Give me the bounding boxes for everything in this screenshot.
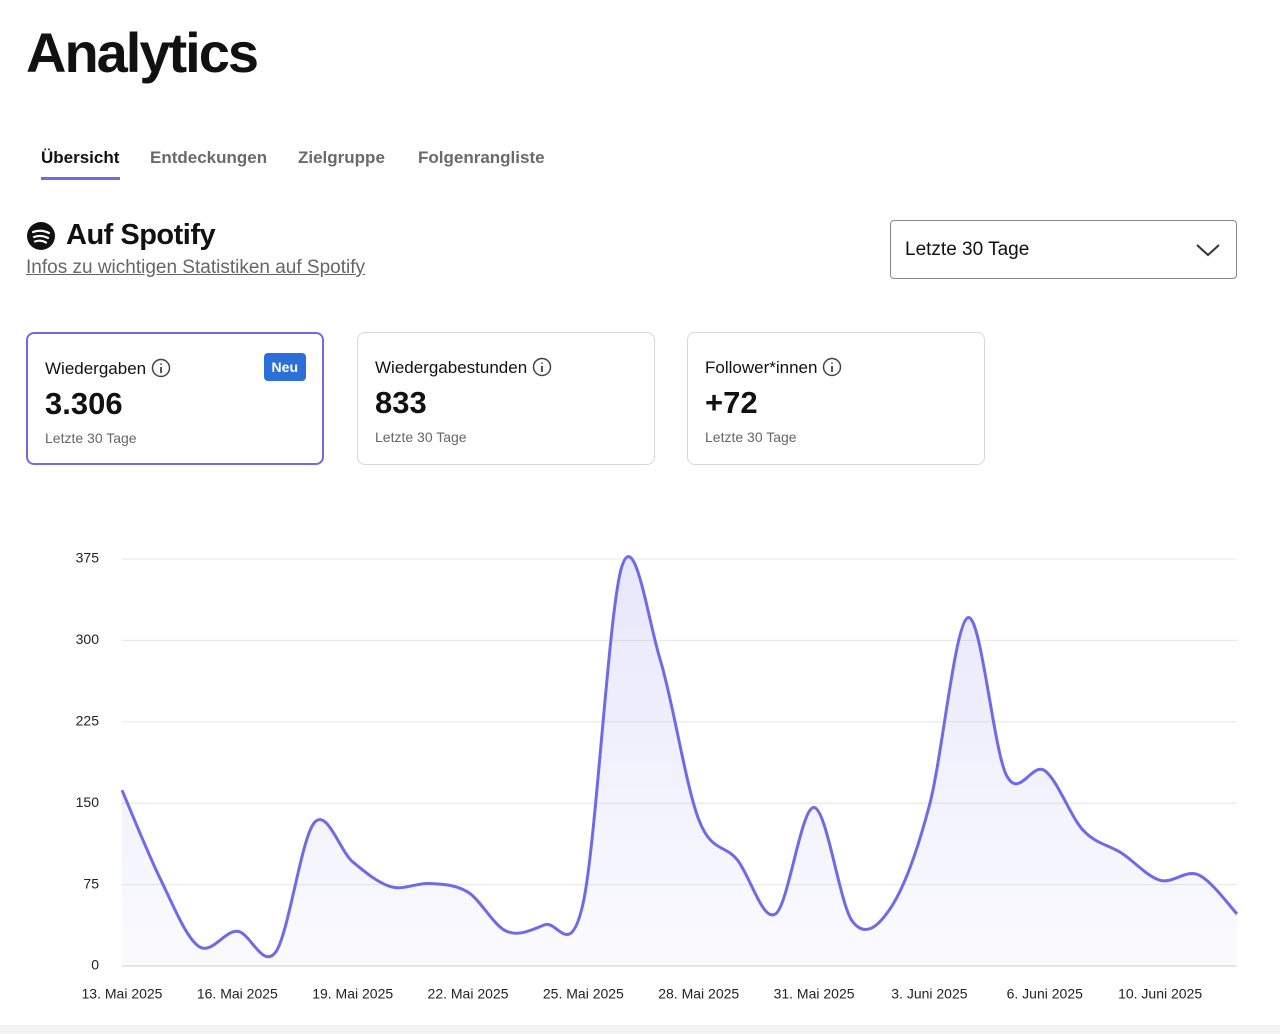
info-icon [151, 358, 171, 378]
tab[interactable]: Entdeckungen [150, 148, 268, 167]
info-icon [532, 357, 552, 377]
card-label-text: Follower*innen [705, 358, 818, 377]
metric-card[interactable]: Follower*innen +72 Letzte 30 Tage [687, 332, 985, 465]
metric-card[interactable]: Wiedergaben Neu 3.306 Letzte 30 Tage [26, 332, 324, 465]
tab[interactable]: Folgenrangliste [418, 148, 545, 167]
y-tick-label: 225 [76, 713, 100, 729]
x-tick-label: 19. Mai 2025 [312, 986, 393, 1002]
area [122, 556, 1237, 966]
chart: 0 75 150 225 300 375 13. Mai 2025 16. Mai 2025 1… [76, 550, 1239, 1002]
spotify-icon [27, 222, 55, 250]
tab-underline [41, 177, 120, 180]
info-icon [822, 357, 842, 377]
card-label: Follower*innen [705, 357, 842, 378]
y-tick-label: 300 [76, 631, 100, 647]
card-value: 833 [375, 385, 427, 420]
chevron [1196, 244, 1220, 257]
period-dropdown[interactable]: Letzte 30 Tage [890, 220, 1237, 279]
card-label-text: Wiedergaben [45, 359, 147, 378]
x-tick-label: 25. Mai 2025 [543, 986, 624, 1002]
x-tick-label: 22. Mai 2025 [428, 986, 509, 1002]
x-tick-label: 28. Mai 2025 [658, 986, 739, 1002]
x-tick-label: 3. Juni 2025 [891, 986, 967, 1002]
page-title: Analytics [26, 21, 259, 84]
footer-strip [0, 1025, 1280, 1034]
section-title: Auf Spotify [66, 219, 216, 251]
y-tick-label: 375 [76, 550, 100, 566]
new-badge: Neu [263, 353, 306, 381]
card-period: Letzte 30 Tage [45, 430, 137, 446]
card-label: Wiedergaben [45, 358, 171, 379]
tab[interactable]: Zielgruppe [298, 148, 385, 167]
metric-card[interactable]: Wiedergabestunden 833 Letzte 30 Tage [357, 332, 655, 465]
y-tick-label: 75 [83, 875, 99, 891]
y-tick-label: 150 [76, 794, 100, 810]
stats-link[interactable]: Infos zu wichtigen Statistiken auf Spoti… [26, 257, 366, 278]
line [120, 555, 1239, 959]
y-tick-label: 0 [91, 957, 99, 973]
x-tick-label: 16. Mai 2025 [197, 986, 278, 1002]
tab[interactable]: Übersicht [41, 148, 120, 167]
card-period: Letzte 30 Tage [375, 429, 467, 445]
dropdown-label: Letzte 30 Tage [905, 239, 1030, 260]
x-tick-label: 13. Mai 2025 [82, 986, 163, 1002]
card-label-text: Wiedergabestunden [375, 358, 528, 377]
x-tick-label: 31. Mai 2025 [774, 986, 855, 1002]
card-value: 3.306 [45, 386, 123, 421]
card-value: +72 [705, 385, 758, 420]
x-tick-label: 10. Juni 2025 [1118, 986, 1202, 1002]
card-period: Letzte 30 Tage [705, 429, 797, 445]
card-label: Wiedergabestunden [375, 357, 552, 378]
x-tick-label: 6. Juni 2025 [1007, 986, 1083, 1002]
